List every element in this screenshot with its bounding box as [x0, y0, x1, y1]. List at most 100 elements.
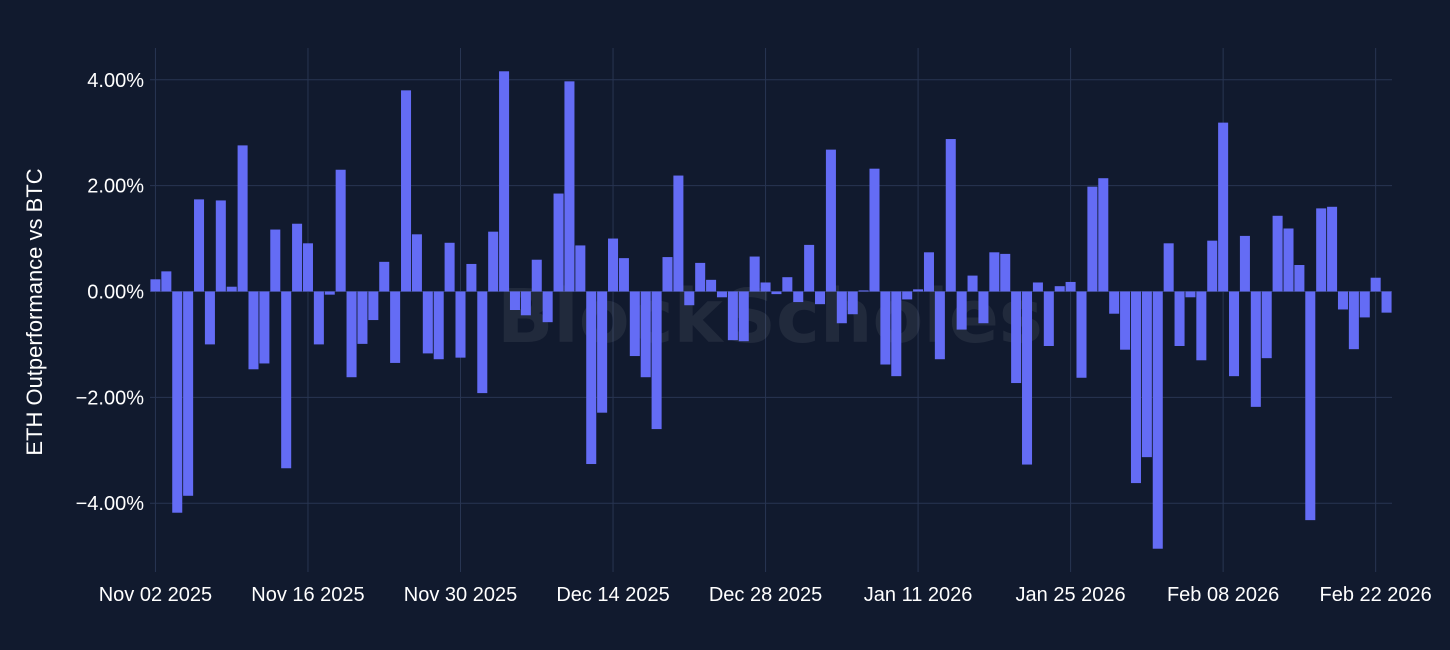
bar — [760, 282, 771, 292]
bar — [161, 271, 172, 292]
y-tick-label: 4.00% — [87, 70, 144, 92]
bar — [531, 259, 542, 292]
bar — [716, 291, 727, 298]
bar — [237, 145, 248, 292]
bar — [858, 290, 869, 292]
bar — [520, 291, 531, 316]
bar — [194, 199, 205, 292]
bar — [488, 231, 499, 292]
bar — [270, 229, 281, 292]
y-tick-label: −2.00% — [76, 387, 145, 409]
y-tick-label: 0.00% — [87, 281, 144, 303]
bar — [967, 275, 978, 292]
bar — [215, 200, 226, 292]
bar — [695, 262, 706, 292]
bar — [346, 291, 357, 378]
bar — [1196, 291, 1207, 361]
x-tick-label: Jan 11 2026 — [864, 584, 973, 606]
bar — [1109, 291, 1120, 314]
bar — [379, 261, 390, 292]
bar — [259, 291, 270, 364]
bar — [542, 291, 553, 323]
bar — [1272, 215, 1283, 292]
bar — [1076, 291, 1087, 378]
bar — [357, 291, 368, 344]
bar — [1218, 122, 1229, 292]
bar — [891, 291, 902, 377]
bar — [226, 286, 237, 292]
bar — [433, 291, 444, 360]
bar — [945, 139, 956, 292]
bar — [1239, 235, 1250, 292]
bar — [1370, 277, 1381, 292]
y-axis-ticks: −4.00% −2.00% 0.00% 2.00% 4.00% — [76, 70, 145, 515]
bar — [204, 291, 215, 345]
bar — [335, 169, 346, 292]
bar — [313, 291, 324, 345]
bar — [1098, 178, 1109, 292]
bar — [1065, 281, 1076, 292]
bar — [1185, 291, 1196, 298]
bar — [1305, 291, 1316, 521]
bar — [1152, 291, 1163, 549]
bar — [564, 81, 575, 292]
bar — [1022, 291, 1033, 465]
bar — [553, 193, 564, 292]
bar — [1087, 186, 1098, 292]
bar — [1348, 291, 1359, 350]
bar — [466, 263, 477, 292]
bars — [150, 71, 1392, 549]
bar — [1327, 206, 1338, 292]
x-tick-label: Feb 22 2026 — [1319, 584, 1431, 606]
bar — [1141, 291, 1152, 458]
y-tick-label: −4.00% — [76, 493, 145, 515]
bar — [1250, 291, 1261, 407]
bar — [836, 291, 847, 324]
bar — [1130, 291, 1141, 484]
bar — [444, 242, 455, 292]
bar — [651, 291, 662, 430]
bar — [172, 291, 183, 513]
bar — [597, 291, 608, 413]
bar — [1120, 291, 1131, 350]
bar — [1032, 282, 1043, 292]
bar — [1011, 291, 1022, 384]
bar — [629, 291, 640, 357]
bar — [640, 291, 651, 378]
bar — [281, 291, 292, 469]
bar — [1337, 291, 1348, 310]
bar — [183, 291, 194, 496]
bar — [608, 238, 619, 292]
bar — [1359, 291, 1370, 318]
bar — [934, 291, 945, 360]
bar — [390, 291, 401, 363]
bar — [1043, 291, 1054, 346]
bar — [1381, 291, 1392, 313]
bar — [586, 291, 597, 465]
bar — [673, 175, 684, 292]
x-tick-label: Dec 28 2025 — [709, 584, 822, 606]
bar — [302, 243, 313, 292]
bar — [771, 291, 782, 295]
bar — [738, 291, 749, 342]
bar — [782, 277, 793, 292]
bar — [978, 291, 989, 324]
gridlines — [150, 48, 1392, 572]
bar — [1294, 265, 1305, 292]
x-tick-label: Jan 25 2026 — [1016, 584, 1126, 606]
bar — [847, 291, 858, 315]
bar — [1054, 286, 1065, 292]
bar — [292, 223, 303, 292]
bar — [956, 291, 967, 330]
bar — [902, 291, 913, 300]
bar — [509, 291, 520, 310]
bar — [499, 71, 510, 292]
bar — [989, 252, 1000, 292]
bar — [368, 291, 379, 321]
y-axis-title: ETH Outperformance vs BTC — [22, 168, 47, 455]
bar — [923, 252, 934, 292]
bar — [793, 291, 804, 303]
bar — [684, 291, 695, 306]
bar — [1163, 243, 1174, 292]
